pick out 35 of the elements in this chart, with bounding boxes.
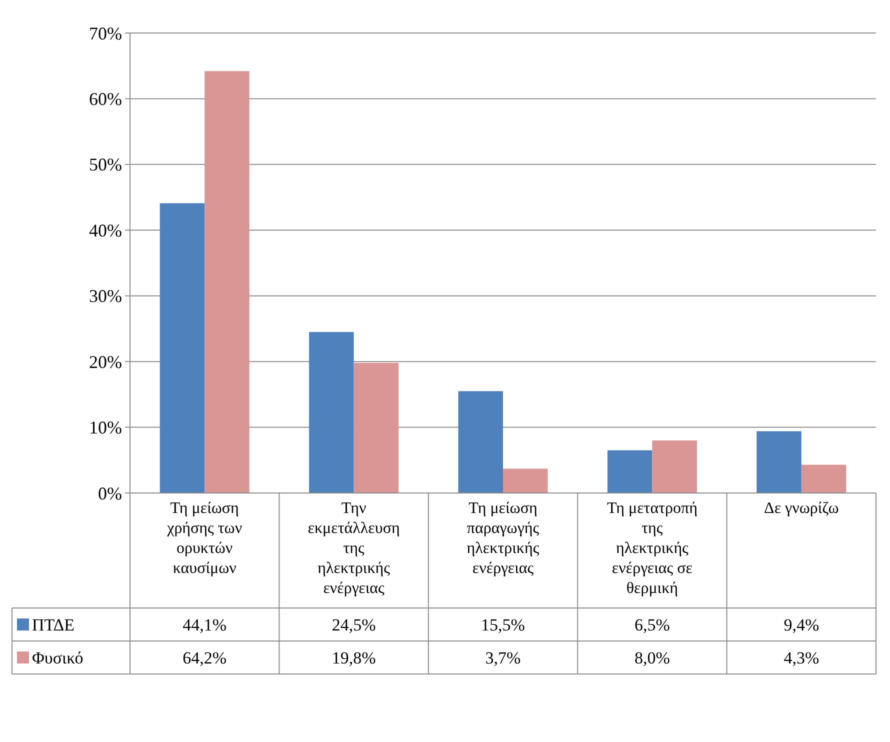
- bar: [756, 431, 802, 493]
- data-label: 24,5%: [332, 615, 376, 634]
- x-tick-label: Τη μείωση χρήσης των ορυκτών καυσίμων: [166, 500, 242, 577]
- data-label: 8,0%: [634, 648, 670, 668]
- bar: [160, 203, 205, 493]
- bar: [503, 468, 548, 493]
- y-tick-label: 70%: [89, 23, 122, 44]
- bar: [354, 362, 399, 493]
- x-tick-label: Τη μετατροπή της ηλεκτρικής ενέργειας σε θερμική: [606, 500, 698, 597]
- y-tick-label: 0%: [98, 483, 122, 504]
- y-tick-label: 20%: [89, 352, 122, 372]
- legend-label: Φυσικό: [32, 648, 84, 668]
- data-label: 64,2%: [182, 648, 227, 668]
- bar: [607, 450, 652, 493]
- legend-label: ΠΤΔΕ: [32, 615, 75, 634]
- y-tick-label: 60%: [89, 89, 122, 110]
- data-label: 3,7%: [485, 648, 521, 668]
- x-tick-label: Τη μείωση παραγωγής ηλεκτρικής ενέργειας: [466, 500, 540, 577]
- data-label: 44,1%: [182, 615, 227, 634]
- data-label: 19,8%: [332, 648, 376, 668]
- data-label: 4,3%: [784, 648, 820, 668]
- bar: [801, 464, 846, 493]
- y-tick-label: 50%: [89, 154, 122, 175]
- y-tick-label: 10%: [89, 418, 122, 438]
- bar: [652, 440, 697, 493]
- bar: [458, 391, 503, 493]
- data-label: 9,4%: [784, 615, 820, 634]
- bar: [309, 332, 354, 493]
- data-label: 6,5%: [634, 615, 670, 634]
- x-tick-label: Την εκμετάλλευση της ηλεκτρικής ενέργειας: [308, 500, 400, 597]
- y-tick-label: 30%: [89, 286, 122, 306]
- data-label: 15,5%: [481, 615, 525, 634]
- y-tick-label: 40%: [89, 220, 122, 240]
- bar: [204, 71, 250, 493]
- x-tick-label: Δε γνωρίζω: [764, 500, 839, 517]
